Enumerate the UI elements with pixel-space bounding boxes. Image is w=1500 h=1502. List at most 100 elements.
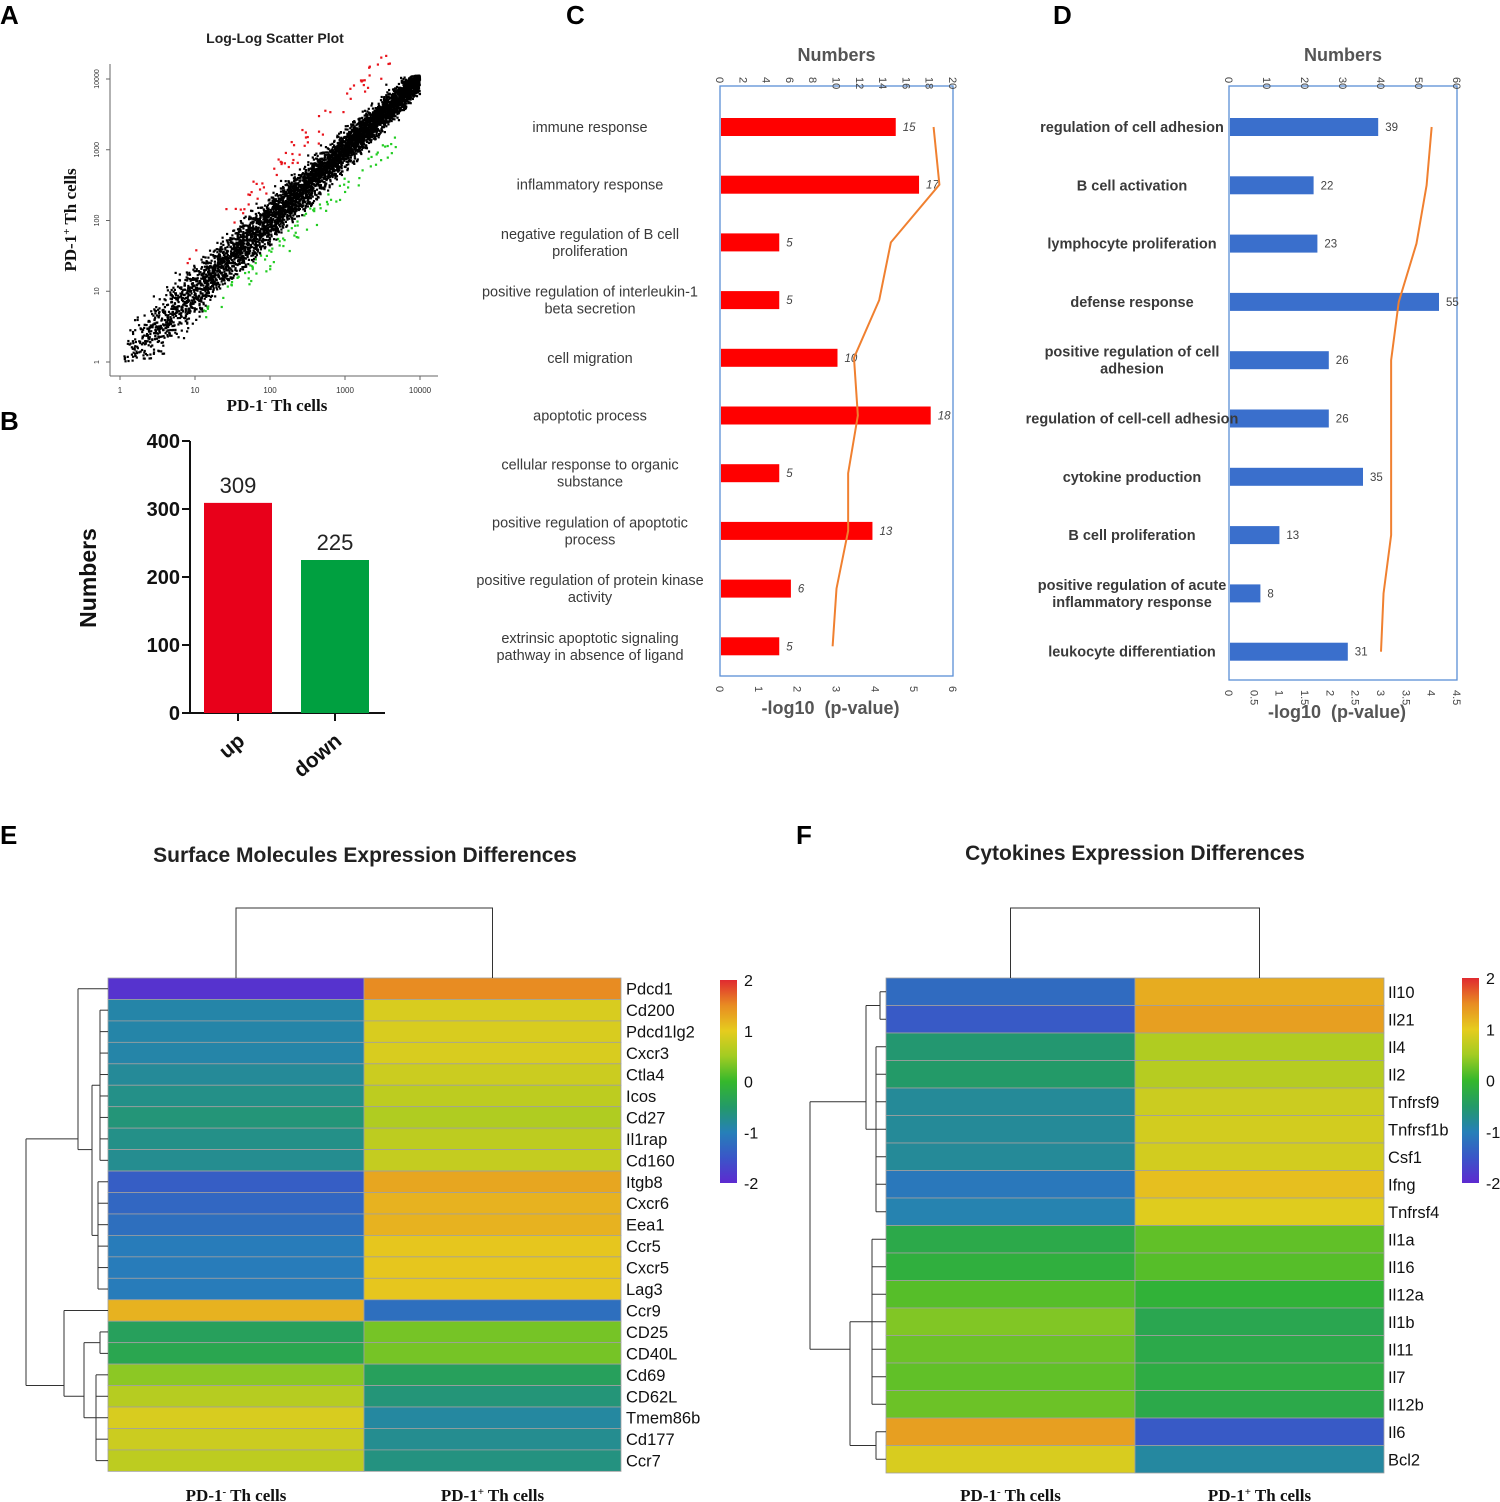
scatter-point	[380, 110, 383, 114]
scatter-point	[291, 192, 294, 195]
scatter-point	[262, 214, 265, 217]
scatter-point	[411, 75, 414, 78]
scatter-point	[184, 301, 188, 304]
scatter-point	[181, 289, 185, 292]
scatter-point	[315, 157, 318, 160]
scatter-point	[277, 194, 280, 197]
scatter-point	[257, 206, 260, 209]
scatter-point	[291, 201, 294, 204]
scatter-point	[375, 131, 378, 134]
scatter-point	[395, 103, 398, 106]
scatter-point	[269, 211, 273, 214]
scatter-point	[139, 327, 142, 330]
scatter-point	[376, 114, 379, 117]
scatter-point	[207, 273, 211, 276]
scatter-point	[187, 327, 190, 330]
scatter-point	[407, 94, 410, 97]
scatter-point	[338, 184, 341, 187]
scatter-point	[155, 325, 158, 328]
scatter-point	[187, 294, 190, 297]
scatter-point	[401, 80, 404, 83]
scatter-point	[271, 199, 274, 202]
scatter-point	[377, 114, 380, 117]
scatter-point	[281, 226, 284, 229]
scatter-point	[270, 235, 273, 238]
scatter-point	[304, 212, 308, 215]
scatter-point	[307, 183, 311, 186]
scatter-point	[349, 131, 352, 135]
scatter-point	[301, 172, 305, 175]
scatter-point	[395, 95, 398, 98]
scatter-point	[221, 257, 224, 261]
scatter-point	[204, 256, 207, 259]
scatter-point	[180, 287, 183, 291]
scatter-point	[255, 222, 258, 225]
scatter-point	[319, 176, 322, 180]
scatter-point	[353, 132, 356, 135]
scatter-point	[387, 112, 390, 115]
scatter-point	[364, 114, 367, 117]
scatter-point	[148, 327, 151, 330]
scatter-point	[282, 237, 285, 240]
scatter-point	[380, 127, 383, 130]
scatter-point	[271, 213, 275, 217]
scatter-point	[258, 241, 261, 245]
scatter-point	[225, 261, 228, 265]
scatter-point	[407, 102, 410, 105]
scatter-point	[393, 89, 396, 93]
scatter-point	[278, 244, 281, 247]
scatter-point	[328, 184, 331, 187]
scatter-point	[262, 215, 265, 218]
scatter-point	[272, 225, 275, 228]
scatter-point	[263, 243, 266, 246]
scatter-point	[393, 136, 397, 139]
scatter-point	[295, 209, 298, 212]
scatter-point	[355, 152, 358, 155]
scatter-point	[148, 338, 151, 341]
scatter-point	[331, 155, 334, 158]
scatter-point	[417, 74, 420, 77]
scatter-point	[339, 145, 342, 148]
scatter-point	[212, 255, 215, 258]
scatter-point	[333, 158, 336, 161]
scatter-point	[268, 202, 271, 205]
scatter-point	[326, 164, 329, 167]
scatter-point	[302, 176, 305, 179]
scatter-point	[289, 200, 292, 203]
scatter-point	[246, 224, 249, 227]
scatter-point	[413, 78, 417, 82]
scatter-point	[352, 84, 356, 87]
y-tick-label: 100	[94, 215, 101, 227]
scatter-point	[314, 180, 318, 183]
scatter-point	[406, 79, 409, 83]
scatter-point	[278, 223, 281, 226]
scatter-point	[291, 203, 294, 206]
scatter-point	[405, 85, 408, 88]
scatter-point	[223, 278, 226, 282]
scatter-point	[368, 133, 371, 137]
scatter-point	[264, 214, 267, 217]
scatter-point	[242, 246, 245, 249]
scatter-point	[268, 236, 271, 239]
scatter-point	[206, 274, 209, 277]
scatter-point	[189, 305, 193, 308]
scatter-point	[408, 97, 411, 101]
scatter-point	[316, 164, 319, 167]
scatter-point	[229, 250, 233, 253]
scatter-point	[368, 113, 372, 116]
scatter-point	[384, 104, 387, 107]
scatter-point	[346, 128, 349, 131]
scatter-point	[221, 262, 224, 265]
scatter-point	[146, 340, 149, 343]
scatter-point	[179, 292, 182, 295]
scatter-point	[262, 212, 265, 215]
scatter-point	[382, 101, 385, 105]
scatter-point	[409, 102, 412, 105]
scatter-point	[170, 288, 173, 292]
scatter-point	[157, 350, 161, 353]
scatter-point	[223, 282, 227, 285]
scatter-point	[187, 308, 190, 311]
scatter-point	[212, 250, 215, 253]
scatter-point	[287, 194, 291, 197]
scatter-point	[275, 222, 278, 226]
